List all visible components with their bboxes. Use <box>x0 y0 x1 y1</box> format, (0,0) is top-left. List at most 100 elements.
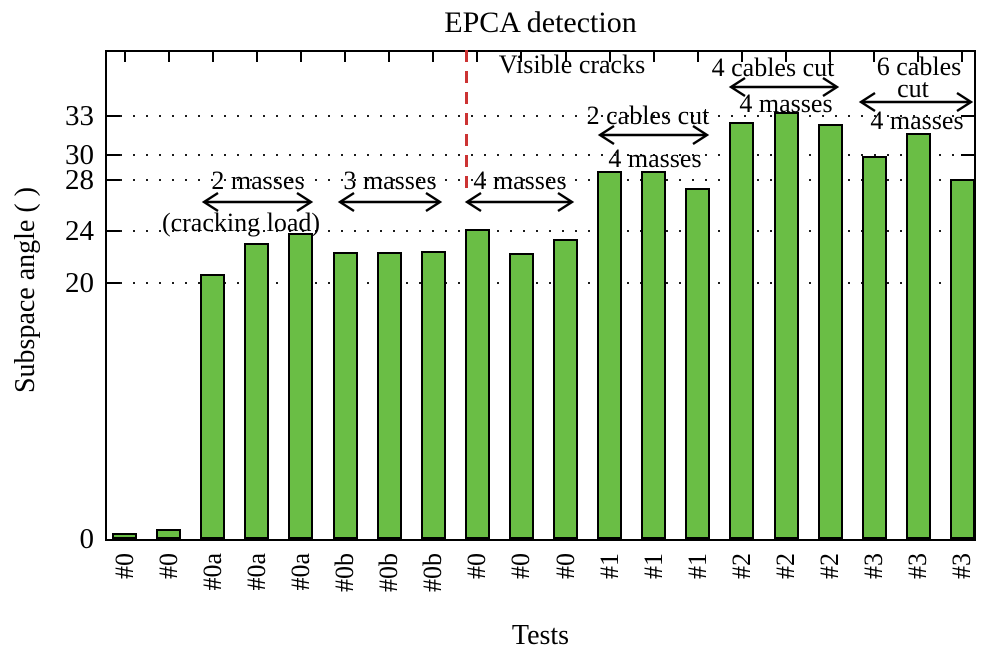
gridline <box>107 281 974 284</box>
x-axis-tick-top <box>829 52 832 62</box>
x-axis-tick-top <box>961 52 964 62</box>
y-tick-label: 0 <box>79 523 95 555</box>
x-tick-label: #3 <box>903 553 933 579</box>
x-tick-label: #0a <box>241 553 271 591</box>
x-tick-label: #3 <box>947 553 977 579</box>
double-arrow <box>464 191 575 213</box>
x-axis-tick-top <box>873 52 876 62</box>
x-tick-label: #2 <box>815 553 845 579</box>
x-tick-label: #2 <box>726 553 756 579</box>
x-axis-tick-top <box>740 52 743 62</box>
annotation-text: 4 masses <box>739 89 833 118</box>
y-axis-tick-left <box>107 281 120 284</box>
annotation-text: 6 cables <box>876 52 962 81</box>
bar <box>508 253 534 539</box>
bar <box>817 123 843 539</box>
x-axis-tick-top <box>255 52 258 62</box>
y-tick-label: 28 <box>65 164 94 197</box>
x-tick-label: #1 <box>594 553 624 579</box>
annotation-text: 4 masses <box>608 144 702 173</box>
x-tick-label: #1 <box>638 553 668 579</box>
bar <box>861 155 887 539</box>
x-axis-tick-top <box>652 52 655 62</box>
y-tick-label: 20 <box>65 266 94 299</box>
y-axis-tick-right <box>961 153 974 156</box>
bar <box>685 187 711 539</box>
x-axis-tick-top <box>388 52 391 62</box>
y-tick-label: 30 <box>65 138 94 171</box>
x-axis-tick-top <box>608 52 611 62</box>
x-axis-tick-top <box>696 52 699 62</box>
x-tick-label: #0 <box>109 553 139 579</box>
x-axis-tick-top <box>785 52 787 62</box>
visible-cracks-line <box>465 50 468 197</box>
bar <box>288 232 314 539</box>
x-axis-tick-top <box>299 52 302 62</box>
annotation-text: 2 masses <box>211 166 305 195</box>
x-tick-label: #0 <box>550 553 580 579</box>
x-tick-label: #2 <box>771 553 800 579</box>
bar <box>376 251 402 539</box>
double-arrow <box>201 191 314 213</box>
bar <box>905 132 931 539</box>
x-axis-tick-top <box>211 52 214 62</box>
gridline <box>107 153 974 156</box>
x-axis-tick-top <box>123 52 126 62</box>
bar <box>597 171 623 539</box>
y-axis-tick-left <box>107 179 120 182</box>
x-tick-label: #0 <box>506 553 536 579</box>
double-arrow <box>858 91 974 113</box>
x-tick-label: #0b <box>374 553 404 592</box>
double-arrow <box>337 191 443 213</box>
bar <box>244 242 270 539</box>
x-axis-tick-top <box>167 52 170 62</box>
x-tick-label: #0a <box>197 553 227 591</box>
double-arrow <box>728 76 840 98</box>
y-axis-tick-right <box>961 115 974 118</box>
gridline <box>107 179 974 182</box>
bar <box>332 251 358 539</box>
plot-frame <box>105 50 976 541</box>
y-tick-label: 24 <box>65 215 94 248</box>
chart-title: EPCA detection <box>444 6 637 39</box>
bar <box>464 228 490 539</box>
bar <box>112 532 137 539</box>
double-arrow <box>597 124 710 146</box>
bar <box>156 528 182 539</box>
y-axis-tick-left <box>107 115 120 118</box>
bar <box>773 112 799 539</box>
x-axis-tick-top <box>564 52 567 62</box>
annotation-text: 2 cables cut <box>586 101 710 130</box>
annotation-text: 4 cables cut <box>711 53 835 82</box>
annotation-text: cut <box>897 74 929 103</box>
y-axis-tick-left <box>107 153 120 156</box>
x-tick-label: #0 <box>462 553 492 579</box>
annotation-text: 3 masses <box>343 166 437 195</box>
y-tick-label: 33 <box>65 100 94 133</box>
y-axis-tick-left <box>107 230 120 233</box>
x-tick-label: #3 <box>859 553 889 579</box>
gridline <box>107 230 974 233</box>
bar <box>200 273 226 539</box>
x-axis-tick-top <box>520 52 523 62</box>
x-axis-tick-top <box>476 52 479 62</box>
x-tick-label: #1 <box>682 553 712 579</box>
x-tick-label: #0b <box>418 553 448 592</box>
annotation-text: 4 masses <box>870 106 964 135</box>
x-axis-label: Tests <box>511 620 570 651</box>
gridline <box>107 115 974 118</box>
x-tick-label: #0 <box>153 553 183 579</box>
bar <box>553 239 578 539</box>
annotation-text: (cracking load) <box>161 208 321 237</box>
x-tick-label: #0a <box>285 553 315 591</box>
annotation-text: Visible cracks <box>498 50 646 79</box>
x-tick-label: #0b <box>330 553 359 592</box>
x-axis-tick-top <box>432 52 435 62</box>
x-axis-tick-top <box>917 52 920 62</box>
x-axis-tick-top <box>344 52 346 62</box>
bar <box>729 122 755 539</box>
bar <box>641 171 667 539</box>
annotation-text: 4 masses <box>473 166 567 195</box>
bar <box>420 250 446 539</box>
